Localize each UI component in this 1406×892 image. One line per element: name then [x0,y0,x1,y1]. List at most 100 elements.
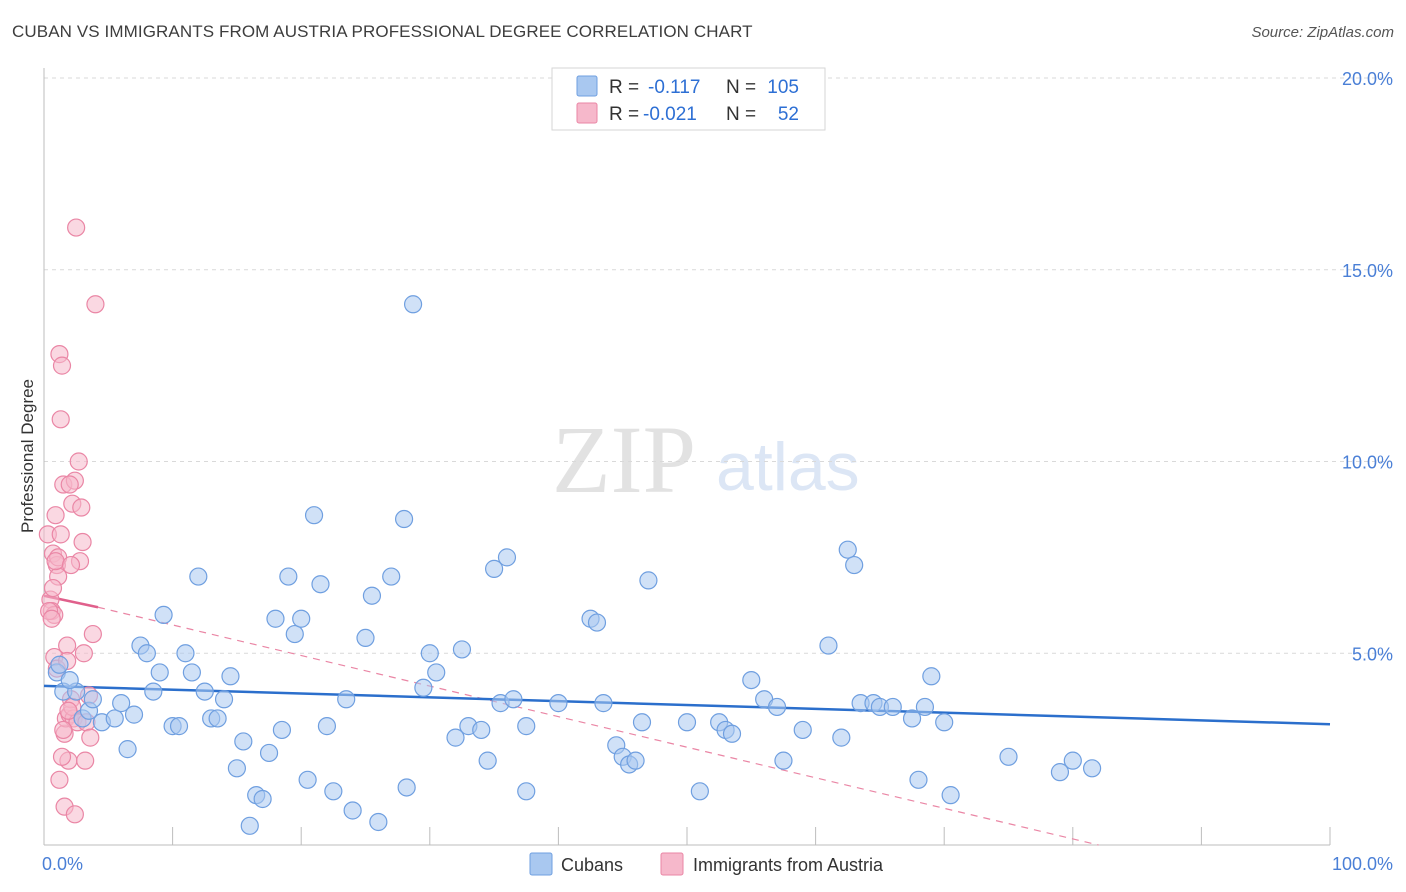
point-cubans-58 [485,559,504,578]
y-tick-label-1: 10.0% [1342,453,1393,473]
point-cubans-56 [472,720,491,740]
point-austria-44 [65,805,84,824]
point-cubans-86 [838,540,857,559]
point-cubans-71 [626,751,645,770]
point-cubans-49 [403,295,423,314]
point-cubans-103 [83,690,102,709]
point-cubans-63 [517,782,536,801]
point-cubans-87 [845,555,864,575]
point-cubans-31 [266,609,285,628]
point-cubans-7 [112,694,131,713]
point-cubans-44 [362,586,382,605]
point-cubans-102 [50,655,69,674]
point-austria-48 [54,720,73,740]
point-austria-5 [46,506,65,525]
point-cubans-99 [1050,763,1070,782]
point-cubans-32 [272,720,292,740]
point-cubans-82 [774,751,793,770]
point-cubans-43 [356,628,375,648]
point-cubans-50 [414,678,433,697]
point-austria-31 [81,728,100,747]
series-legend: Cubans Immigrants from Austria [529,852,884,876]
trend-line-cubans [43,684,1331,726]
point-cubans-33 [279,567,298,586]
point-austria-39 [52,747,72,766]
point-cubans-46 [382,567,401,586]
legend-r-label-1: R = [609,77,639,98]
point-cubans-62 [517,717,536,736]
point-cubans-11 [137,644,156,663]
trend-line-austria-extended [97,606,1099,846]
point-austria-28 [76,751,95,770]
point-cubans-6 [105,709,124,728]
point-cubans-27 [240,816,259,835]
point-cubans-24 [221,667,240,686]
point-austria-50 [43,578,63,598]
point-cubans-81 [767,697,787,717]
point-cubans-22 [208,709,227,728]
bottom-legend-label-cubans: Cubans [561,855,623,875]
point-cubans-95 [922,667,941,686]
point-cubans-78 [722,724,742,743]
point-cubans-39 [317,717,337,736]
legend-n-value-1: 105 [767,77,799,98]
x-tick-label-min: 0.0% [42,854,83,874]
series-immigrants-austria [38,218,105,824]
point-cubans-9 [124,705,144,724]
point-cubans-83 [793,720,812,740]
point-cubans-38 [311,575,330,594]
point-cubans-13 [150,663,169,682]
point-cubans-52 [427,663,446,682]
point-cubans-18 [182,663,201,682]
bottom-legend-swatch-cubans [529,852,553,876]
point-cubans-72 [632,713,652,732]
x-tick-label-max: 100.0% [1332,854,1393,874]
point-austria-47 [46,552,65,571]
point-cubans-74 [677,713,697,732]
point-austria-38 [50,770,69,789]
bottom-legend-label-austria: Immigrants from Austria [693,855,884,875]
point-cubans-40 [324,782,343,801]
point-austria-46 [51,525,70,544]
point-cubans-30 [259,743,279,763]
point-cubans-64 [549,694,568,713]
point-cubans-79 [742,670,761,690]
point-cubans-104 [60,670,79,690]
legend-r-value-1: -0.117 [648,77,700,98]
point-cubans-42 [343,801,362,820]
correlation-legend: R = -0.117 N = 105 R = -0.021 N = 52 [551,67,826,131]
point-cubans-93 [909,770,928,789]
point-austria-10 [52,356,72,375]
point-cubans-35 [292,609,311,628]
point-austria-32 [83,624,102,644]
point-cubans-41 [337,690,356,709]
point-cubans-53 [446,728,465,747]
point-cubans-37 [304,506,324,525]
point-austria-51 [59,701,78,720]
point-cubans-12 [144,682,163,701]
point-austria-26 [73,532,92,552]
y-tick-labels: 5.0% 10.0% 15.0% 20.0% [1342,69,1393,664]
point-austria-25 [72,498,91,517]
point-cubans-101 [1082,759,1102,778]
point-austria-33 [86,295,105,314]
point-cubans-25 [227,759,246,778]
point-austria-21 [67,218,86,237]
point-cubans-97 [941,786,960,805]
legend-swatch-blue [576,75,598,97]
point-cubans-17 [176,644,195,663]
legend-n-value-2: 52 [778,104,799,125]
y-axis-label: Professional Degree [18,379,37,533]
point-cubans-61 [504,690,523,709]
y-tick-label-0: 5.0% [1352,644,1393,664]
gridlines [44,77,1390,654]
point-cubans-73 [639,571,658,590]
point-austria-49 [61,555,81,575]
point-austria-27 [74,644,93,663]
x-tick-labels: 0.0% 100.0% [42,854,1393,874]
point-cubans-67 [594,694,613,713]
point-cubans-85 [832,728,851,747]
legend-swatch-pink [576,102,598,124]
point-cubans-23 [214,690,234,709]
